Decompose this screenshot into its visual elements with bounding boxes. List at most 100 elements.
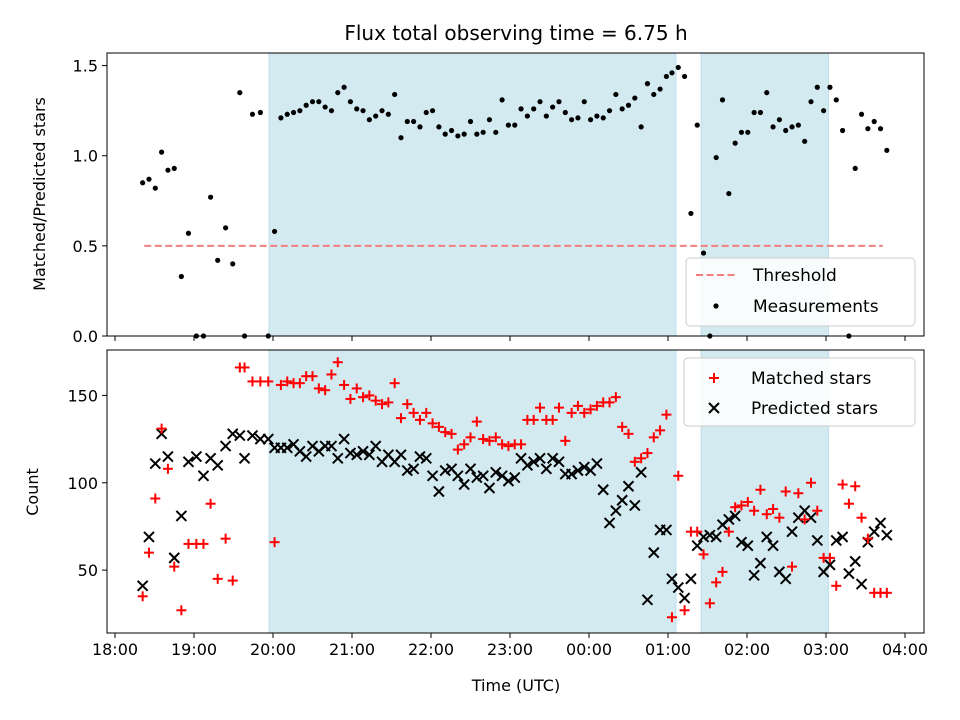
predicted-point: [622, 480, 635, 492]
x-b: [855, 578, 868, 590]
predicted-point: [641, 594, 654, 606]
matched-point: [465, 432, 476, 443]
predicted-point: [477, 470, 489, 482]
predicted-point: [281, 442, 293, 454]
measurement-point: [165, 167, 171, 173]
measurement-point: [215, 257, 221, 263]
measurement-point: [663, 73, 670, 80]
x-b: [369, 440, 382, 452]
x-b: [262, 433, 274, 445]
x-b: [629, 499, 641, 512]
predicted-point: [420, 452, 432, 465]
legend-frame-top: [685, 257, 916, 327]
measurement-point: [757, 109, 764, 116]
measurement-point: [524, 113, 530, 119]
matched-point: [205, 498, 216, 509]
x-b: [805, 511, 817, 524]
predicted-point: [433, 485, 445, 498]
matched-point: [143, 547, 154, 558]
measurement-point: [159, 149, 165, 155]
measurement-point: [230, 261, 236, 267]
matched-point: [326, 369, 337, 380]
predicted-point: [748, 569, 760, 582]
matched-point: [421, 407, 432, 418]
measurement-point: [719, 97, 726, 103]
x-b: [521, 459, 534, 472]
measurement-point: [249, 111, 256, 117]
x-b: [723, 513, 735, 526]
measurement-point: [802, 138, 808, 144]
y-tick-label: 0.5: [73, 237, 98, 256]
measurement-point: [480, 129, 486, 135]
predicted-point: [546, 452, 559, 465]
measurement-point: [467, 118, 474, 125]
measurement-point: [360, 108, 366, 114]
measurement-point: [278, 115, 284, 121]
x-b: [635, 466, 647, 478]
x-tick-label: 18:00: [92, 640, 138, 659]
measurement-point: [309, 99, 316, 105]
legend-frame-bottom: [683, 357, 916, 427]
matched-point: [850, 481, 861, 492]
x-b: [622, 480, 635, 492]
measurement-point: [795, 122, 801, 128]
x-tick-label: 03:00: [803, 640, 849, 659]
predicted-point: [332, 452, 344, 465]
x-b: [786, 525, 798, 538]
x-b: [678, 592, 691, 604]
measurement-point: [789, 124, 795, 130]
predicted-point: [395, 449, 407, 461]
matched-point: [427, 418, 438, 429]
predicted-point: [234, 429, 246, 442]
predicted-point: [521, 459, 534, 472]
matched-point: [227, 575, 238, 586]
x-b: [294, 445, 306, 458]
x-b: [515, 452, 527, 465]
x-b: [143, 531, 155, 543]
y-ticks-top: 0.0 0.5 1.0 1.5: [73, 57, 107, 346]
y-tick-label: 50: [78, 561, 98, 580]
measurement-point: [871, 118, 877, 125]
predicted-point: [729, 510, 741, 522]
measurement-point: [379, 108, 385, 114]
predicted-point: [754, 557, 767, 569]
matched-point: [307, 371, 318, 382]
matched-point: [824, 552, 835, 563]
x-b: [874, 517, 887, 529]
legend-predicted-swatch: [708, 402, 720, 414]
predicted-point: [591, 457, 603, 470]
predicted-point: [509, 471, 521, 484]
x-b: [445, 463, 458, 475]
matched-point: [579, 407, 590, 418]
predicted-point: [490, 466, 502, 478]
measurement-point: [569, 117, 575, 123]
matched-point: [655, 425, 666, 436]
x-tick-label: 19:00: [171, 640, 217, 659]
chart-title: Flux total observing time = 6.75 h: [344, 21, 687, 45]
x-b: [824, 559, 836, 571]
measurement-point: [738, 129, 745, 135]
predicted-point: [616, 494, 628, 506]
matched-point: [768, 503, 779, 514]
measurement-point: [303, 102, 309, 108]
measurement-point: [505, 122, 512, 128]
measurement-point: [341, 84, 347, 90]
matched-point: [516, 439, 527, 450]
shaded-interval-0: [268, 349, 677, 634]
measurement-point: [423, 109, 429, 116]
matched-point: [679, 605, 690, 616]
matched-point: [162, 463, 173, 474]
x-b: [672, 581, 684, 594]
measurement-point: [833, 97, 839, 103]
matched-point: [610, 392, 621, 403]
matched-point: [604, 397, 615, 408]
measurement-point: [455, 133, 461, 139]
x-b: [648, 546, 660, 559]
x-b: [748, 569, 760, 582]
predicted-point: [830, 534, 842, 547]
x-b: [420, 452, 432, 465]
predicted-point: [855, 578, 868, 590]
x-b: [238, 452, 251, 465]
measurement-point: [178, 273, 184, 280]
predicted-point: [660, 524, 673, 536]
